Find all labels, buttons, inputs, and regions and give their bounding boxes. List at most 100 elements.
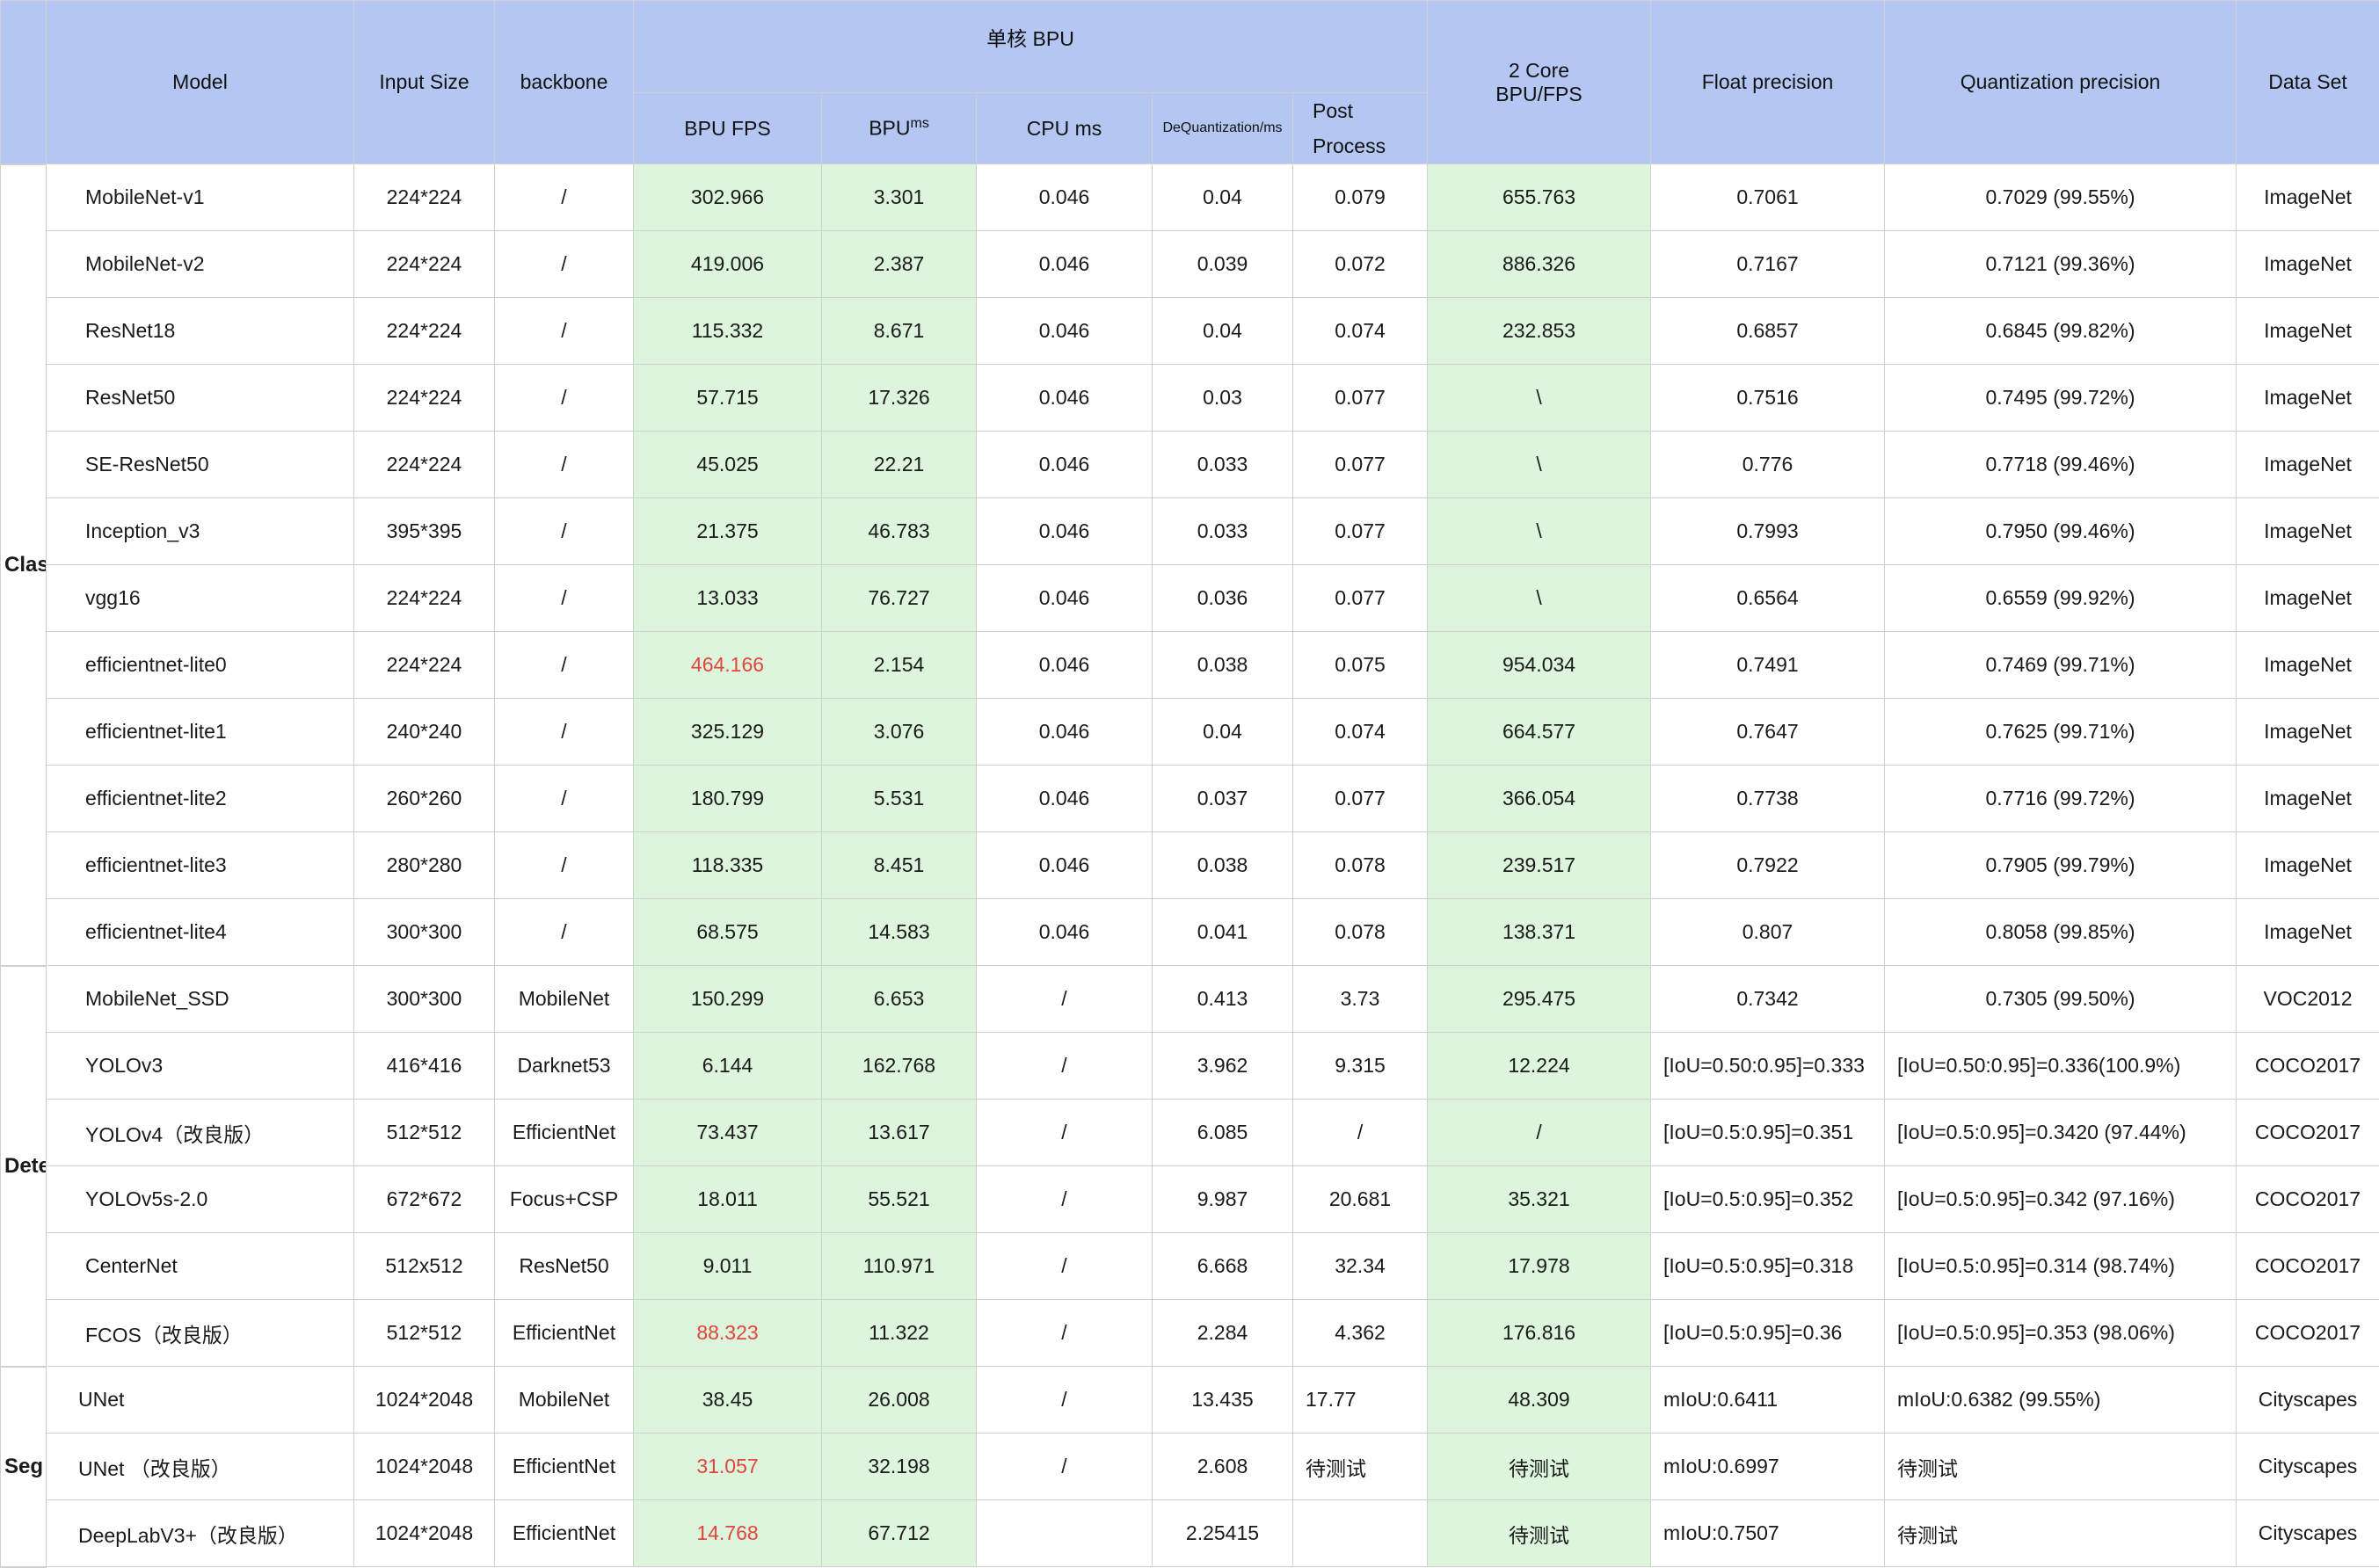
- backbone-cell: /: [495, 899, 634, 966]
- input-size-cell: 280*280: [354, 832, 495, 899]
- cpu-ms-cell: 0.046: [977, 231, 1153, 298]
- backbone-cell: /: [495, 164, 634, 231]
- dataset-cell: ImageNet: [2237, 365, 2379, 432]
- dequantization-cell: 0.038: [1153, 832, 1293, 899]
- two-core-fps-cell: 138.371: [1428, 899, 1651, 966]
- two-core-fps-cell: 366.054: [1428, 766, 1651, 832]
- quant-precision-cell: [IoU=0.5:0.95]=0.353 (98.06%): [1885, 1300, 2237, 1367]
- backbone-cell: /: [495, 498, 634, 565]
- bpu-ms-cell: 67.712: [822, 1500, 977, 1567]
- input-size-cell: 260*260: [354, 766, 495, 832]
- post-process-cell: 4.362: [1293, 1300, 1428, 1367]
- quant-precision-cell: 0.7950 (99.46%): [1885, 498, 2237, 565]
- bpu-ms-cell: 17.326: [822, 365, 977, 432]
- dataset-cell: ImageNet: [2237, 498, 2379, 565]
- header-bpu-ms-label: BPU: [869, 117, 910, 140]
- input-size-cell: 300*300: [354, 899, 495, 966]
- backbone-cell: /: [495, 632, 634, 699]
- two-core-fps-cell: /: [1428, 1100, 1651, 1166]
- dataset-cell: ImageNet: [2237, 432, 2379, 498]
- dequantization-cell: 0.041: [1153, 899, 1293, 966]
- dataset-cell: ImageNet: [2237, 699, 2379, 766]
- cpu-ms-cell: /: [977, 1434, 1153, 1500]
- input-size-cell: 240*240: [354, 699, 495, 766]
- backbone-cell: /: [495, 432, 634, 498]
- input-size-cell: 395*395: [354, 498, 495, 565]
- bpu-ms-cell: 13.617: [822, 1100, 977, 1166]
- post-process-cell: 0.074: [1293, 699, 1428, 766]
- bpu-fps-cell: 9.011: [634, 1233, 822, 1300]
- quant-precision-cell: [IoU=0.5:0.95]=0.342 (97.16%): [1885, 1166, 2237, 1233]
- input-size-cell: 512*512: [354, 1300, 495, 1367]
- model-cell: efficientnet-lite0: [47, 632, 354, 699]
- dataset-cell: ImageNet: [2237, 565, 2379, 632]
- float-precision-cell: [IoU=0.5:0.95]=0.352: [1651, 1166, 1885, 1233]
- quant-precision-cell: 0.7495 (99.72%): [1885, 365, 2237, 432]
- two-core-fps-cell: 35.321: [1428, 1166, 1651, 1233]
- bpu-ms-cell: 55.521: [822, 1166, 977, 1233]
- two-core-fps-cell: 954.034: [1428, 632, 1651, 699]
- bpu-ms-cell: 3.076: [822, 699, 977, 766]
- bpu-ms-cell: 110.971: [822, 1233, 977, 1300]
- input-size-cell: 224*224: [354, 365, 495, 432]
- input-size-cell: 300*300: [354, 966, 495, 1033]
- float-precision-cell: 0.807: [1651, 899, 1885, 966]
- float-precision-cell: 0.7491: [1651, 632, 1885, 699]
- cpu-ms-cell: 0.046: [977, 632, 1153, 699]
- table-row: ClassifyMobileNet-v1224*224/302.9663.301…: [1, 164, 2379, 231]
- bpu-ms-cell: 2.387: [822, 231, 977, 298]
- model-cell: ResNet18: [47, 298, 354, 365]
- category-label-seg: Seg: [1, 1367, 47, 1567]
- bpu-ms-cell: 162.768: [822, 1033, 977, 1100]
- dataset-cell: ImageNet: [2237, 164, 2379, 231]
- dequantization-cell: 2.608: [1153, 1434, 1293, 1500]
- backbone-cell: MobileNet: [495, 1367, 634, 1434]
- dataset-cell: COCO2017: [2237, 1100, 2379, 1166]
- post-process-cell: /: [1293, 1100, 1428, 1166]
- cpu-ms-cell: /: [977, 1166, 1153, 1233]
- post-process-cell: 17.77: [1293, 1367, 1428, 1434]
- two-core-fps-cell: 295.475: [1428, 966, 1651, 1033]
- table-body: ClassifyMobileNet-v1224*224/302.9663.301…: [1, 164, 2379, 1567]
- model-cell: MobileNet-v2: [47, 231, 354, 298]
- post-process-cell: 0.079: [1293, 164, 1428, 231]
- model-cell: SE-ResNet50: [47, 432, 354, 498]
- dequantization-cell: 0.03: [1153, 365, 1293, 432]
- dequantization-cell: 0.033: [1153, 498, 1293, 565]
- input-size-cell: 224*224: [354, 298, 495, 365]
- post-process-cell: 9.315: [1293, 1033, 1428, 1100]
- float-precision-cell: [IoU=0.5:0.95]=0.318: [1651, 1233, 1885, 1300]
- model-cell: ResNet50: [47, 365, 354, 432]
- header-float-precision: Float precision: [1651, 1, 1885, 164]
- header-single-core-bpu: 单核 BPU: [634, 1, 1428, 93]
- header-dequantization: DeQuantization/ms: [1153, 93, 1293, 164]
- backbone-cell: /: [495, 565, 634, 632]
- dataset-cell: Cityscapes: [2237, 1500, 2379, 1567]
- float-precision-cell: 0.776: [1651, 432, 1885, 498]
- post-process-cell: 20.681: [1293, 1166, 1428, 1233]
- cpu-ms-cell: 0.046: [977, 432, 1153, 498]
- model-cell: MobileNet-v1: [47, 164, 354, 231]
- cpu-ms-cell: /: [977, 966, 1153, 1033]
- backbone-cell: /: [495, 365, 634, 432]
- bpu-fps-cell: 419.006: [634, 231, 822, 298]
- bpu-fps-cell: 88.323: [634, 1300, 822, 1367]
- bpu-fps-cell: 57.715: [634, 365, 822, 432]
- input-size-cell: 1024*2048: [354, 1434, 495, 1500]
- model-cell: YOLOv5s-2.0: [47, 1166, 354, 1233]
- post-process-cell: 待测试: [1293, 1434, 1428, 1500]
- post-process-cell: 0.078: [1293, 899, 1428, 966]
- input-size-cell: 224*224: [354, 632, 495, 699]
- float-precision-cell: 0.7342: [1651, 966, 1885, 1033]
- bpu-fps-cell: 45.025: [634, 432, 822, 498]
- header-cpu-ms: CPU ms: [977, 93, 1153, 164]
- quant-precision-cell: 0.7716 (99.72%): [1885, 766, 2237, 832]
- quant-precision-cell: 0.7029 (99.55%): [1885, 164, 2237, 231]
- float-precision-cell: 0.7922: [1651, 832, 1885, 899]
